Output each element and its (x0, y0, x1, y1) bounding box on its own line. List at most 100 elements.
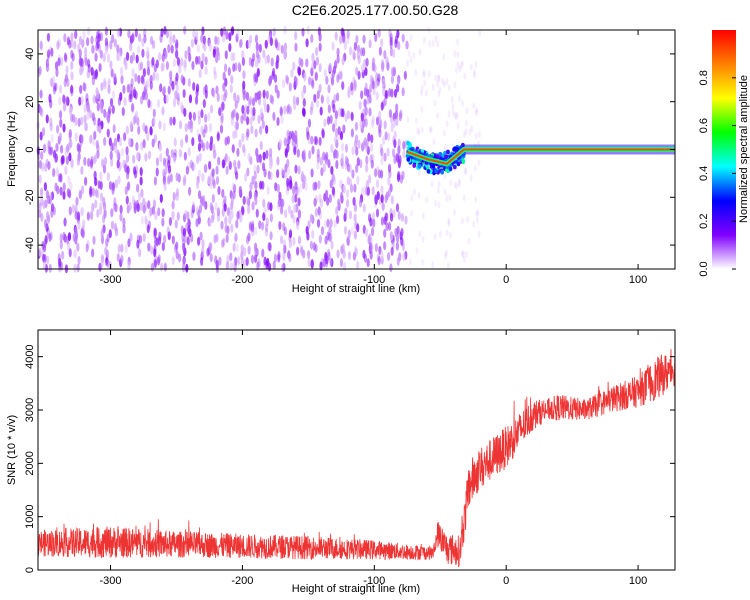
heatmap-cell (340, 152, 345, 162)
heatmap-cell (355, 34, 359, 44)
heatmap-cell (406, 157, 411, 162)
heatmap-cell (462, 194, 466, 202)
heatmap-cell (43, 143, 47, 153)
heatmap-cell (74, 204, 78, 214)
heatmap-cell (134, 90, 138, 100)
heatmap-cell (119, 204, 123, 214)
heatmap-cell (387, 176, 391, 186)
heatmap-cell (192, 29, 196, 39)
heatmap-cell (208, 242, 212, 252)
heatmap-cell (261, 248, 265, 258)
heatmap-cell (194, 95, 199, 105)
heatmap-cell (71, 52, 75, 62)
heatmap-cell (161, 106, 165, 116)
heatmap-cell (140, 141, 144, 151)
heatmap-cell (151, 205, 156, 215)
heatmap-cell (453, 111, 457, 119)
heatmap-cell (261, 162, 266, 172)
heatmap-cell (150, 245, 154, 255)
heatmap-cell (97, 32, 101, 42)
heatmap-cell (53, 149, 57, 159)
heatmap-cell (103, 156, 108, 166)
heatmap-cell (329, 179, 333, 189)
heatmap-cell (297, 209, 301, 219)
heatmap-cell (348, 163, 352, 173)
heatmap-cell (310, 168, 314, 178)
heatmap-cell (352, 251, 356, 261)
heatmap-cell (132, 115, 136, 125)
heatmap-cell (341, 27, 345, 37)
heatmap-cell (158, 142, 162, 152)
heatmap-cell (226, 135, 230, 145)
heatmap-cell (96, 90, 100, 100)
tone-line (406, 148, 675, 165)
heatmap-cell (49, 99, 53, 109)
heatmap-cell (410, 194, 414, 202)
heatmap-cell (172, 116, 176, 126)
heatmap-cell (242, 143, 246, 153)
heatmap-cell (64, 165, 68, 175)
heatmap-cell (103, 108, 107, 118)
heatmap-cell (294, 42, 298, 52)
y-tick-label: 4000 (24, 344, 36, 368)
heatmap-cell (106, 233, 110, 243)
heatmap-cell (168, 30, 173, 40)
heatmap-cell (58, 84, 63, 94)
heatmap-cell (195, 180, 200, 190)
heatmap-cell (129, 42, 133, 52)
heatmap-cell (316, 218, 321, 228)
heatmap-cell (282, 222, 286, 232)
heatmap-cell (139, 61, 144, 71)
heatmap-cell (147, 242, 151, 252)
heatmap-cell (74, 132, 78, 142)
heatmap-cell (78, 96, 82, 106)
heatmap-cell (136, 151, 140, 161)
heatmap-cell (387, 221, 392, 231)
heatmap-cell (292, 61, 296, 71)
heatmap-cell (144, 125, 148, 135)
heatmap-cell (149, 35, 154, 45)
heatmap-cell (161, 62, 165, 72)
heatmap-cell (208, 160, 212, 170)
colorbar: 0.0 0.2 0.4 0.6 0.8 Normalized spectral ampl… (698, 30, 750, 277)
heatmap-cell (378, 128, 382, 138)
heatmap-cell (105, 238, 109, 248)
heatmap-cell (213, 66, 217, 76)
heatmap-cell (141, 48, 145, 58)
heatmap-cell (152, 116, 156, 126)
heatmap-cell (246, 167, 250, 177)
heatmap-cell (466, 215, 469, 223)
heatmap-cell (246, 128, 250, 138)
heatmap-cell (150, 262, 155, 272)
heatmap-cell (137, 125, 141, 135)
heatmap-cell (269, 213, 273, 223)
heatmap-cell (197, 190, 202, 200)
heatmap-cell (189, 159, 193, 169)
heatmap-cell (265, 150, 269, 160)
heatmap-cell (279, 105, 283, 115)
heatmap-cell (346, 176, 350, 186)
heatmap-cell (152, 108, 156, 118)
heatmap-cell (456, 38, 459, 46)
heatmap-cell (254, 246, 258, 256)
colorbar-tick-label: 0.6 (698, 118, 710, 133)
heatmap-cell (396, 29, 400, 39)
heatmap-cell (256, 56, 260, 66)
heatmap-cell (302, 98, 306, 108)
heatmap-cell (336, 54, 340, 64)
heatmap-cell (172, 58, 176, 68)
heatmap-cell (141, 76, 145, 86)
colorbar-gradient (712, 30, 736, 269)
heatmap-cell (169, 77, 173, 87)
heatmap-cell (59, 240, 63, 250)
heatmap-cell (387, 132, 391, 142)
heatmap-cell (318, 32, 322, 42)
heatmap-cell (318, 193, 322, 203)
heatmap-cell (70, 32, 74, 42)
heatmap-cell (265, 223, 269, 233)
heatmap-cell (233, 159, 237, 169)
heatmap-cell (352, 51, 356, 61)
heatmap-cell (264, 227, 268, 237)
heatmap-cell (68, 128, 72, 138)
